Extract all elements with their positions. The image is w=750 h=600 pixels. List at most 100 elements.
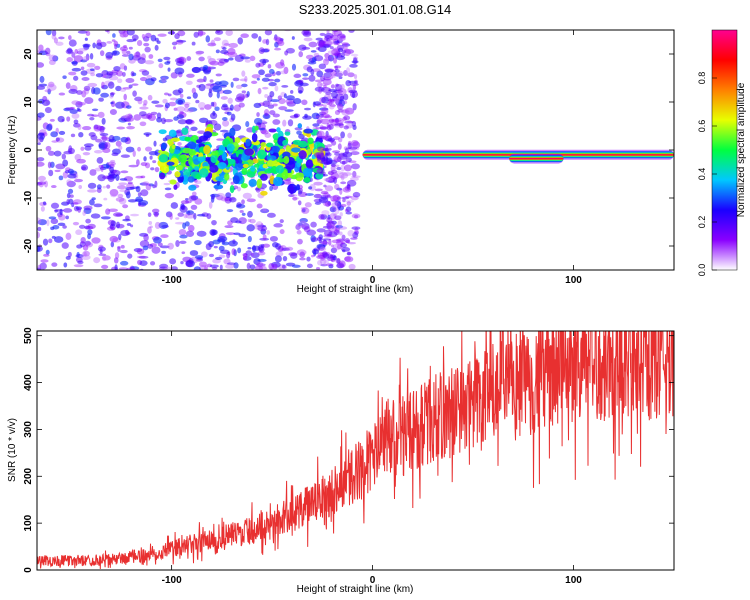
heatmap-cell bbox=[135, 51, 141, 58]
heatmap-cell bbox=[116, 70, 123, 77]
heatmap-cell bbox=[322, 136, 328, 141]
heatmap-cell bbox=[233, 232, 241, 236]
heatmap-cell bbox=[283, 66, 289, 75]
heatmap-cell bbox=[76, 90, 83, 95]
heatmap-cell bbox=[340, 241, 345, 245]
heatmap-cell bbox=[75, 229, 83, 236]
heatmap-cell bbox=[208, 88, 212, 93]
heatmap-cell bbox=[324, 115, 332, 119]
heatmap-cell bbox=[185, 230, 195, 237]
heatmap-cell bbox=[341, 234, 346, 240]
heatmap-cell bbox=[291, 147, 301, 153]
heatmap-cell bbox=[214, 256, 223, 260]
heatmap-cell bbox=[314, 201, 322, 205]
heatmap-cell bbox=[124, 113, 133, 122]
heatmap-cell bbox=[215, 49, 220, 54]
heatmap-cell bbox=[321, 113, 330, 119]
heatmap-cell bbox=[271, 261, 281, 268]
heatmap-cell bbox=[39, 75, 45, 83]
heatmap-cell bbox=[175, 217, 180, 220]
heatmap-cell bbox=[119, 189, 129, 193]
heatmap-cell bbox=[107, 174, 115, 183]
heatmap-cell bbox=[266, 230, 271, 235]
heatmap-cell bbox=[51, 235, 56, 239]
heatmap-cell bbox=[198, 117, 209, 124]
heatmap-cell bbox=[177, 30, 186, 37]
heatmap-cell bbox=[336, 187, 343, 191]
heatmap-cell bbox=[261, 121, 268, 125]
heatmap-cell bbox=[343, 43, 348, 52]
heatmap-cell bbox=[326, 144, 333, 148]
heatmap-cell bbox=[345, 206, 352, 212]
snr-y-ticks: 0 100 200 300 400 500 bbox=[23, 327, 674, 573]
heatmap-cell bbox=[306, 229, 317, 236]
heatmap-cell bbox=[239, 78, 248, 82]
heatmap-cell bbox=[274, 255, 282, 263]
heatmap-cell bbox=[264, 30, 273, 36]
heatmap-cell bbox=[297, 123, 303, 129]
heatmap-cell bbox=[125, 191, 131, 199]
heatmap-cell bbox=[350, 237, 358, 240]
heatmap-cell bbox=[127, 199, 138, 203]
heatmap-cell bbox=[328, 98, 333, 106]
heatmap-cell bbox=[301, 30, 311, 36]
heatmap-cell bbox=[328, 102, 335, 110]
heatmap-cell bbox=[176, 39, 187, 43]
heatmap-cell bbox=[213, 245, 218, 249]
heatmap-cell bbox=[91, 197, 96, 201]
heatmap-cell bbox=[209, 60, 220, 66]
heatmap-cell bbox=[168, 129, 177, 138]
heatmap-cell bbox=[148, 220, 153, 226]
heatmap-cell bbox=[123, 65, 128, 71]
heatmap-cell bbox=[179, 234, 188, 239]
heatmap-cell bbox=[214, 81, 222, 85]
heatmap-cell bbox=[351, 175, 361, 178]
heatmap-cell bbox=[229, 185, 235, 194]
heatmap-cell bbox=[184, 136, 191, 142]
heatmap-cell bbox=[347, 241, 357, 245]
heatmap-cell bbox=[323, 240, 327, 244]
heatmap-cell bbox=[345, 195, 352, 199]
heatmap-cell bbox=[313, 181, 323, 186]
heatmap-cell bbox=[222, 89, 232, 95]
heatmap-cell bbox=[298, 150, 307, 160]
heatmap-cell bbox=[308, 41, 318, 48]
heatmap-cell bbox=[232, 77, 240, 82]
heatmap-cell bbox=[157, 33, 167, 37]
heatmap-cell bbox=[113, 40, 119, 47]
heatmap-cell bbox=[325, 177, 336, 183]
heatmap-cell bbox=[109, 166, 114, 173]
heatmap-cell bbox=[67, 173, 77, 179]
heatmap-cell bbox=[86, 113, 95, 117]
heatmap-cell bbox=[333, 155, 342, 163]
heatmap-cell bbox=[37, 112, 45, 118]
heatmap-cell bbox=[338, 34, 346, 41]
heatmap-cell bbox=[350, 139, 359, 147]
heatmap-cell bbox=[62, 225, 67, 229]
heatmap-cell bbox=[109, 92, 116, 96]
heatmap-cell bbox=[344, 107, 355, 115]
heatmap-cell bbox=[213, 37, 221, 42]
heatmap-cell bbox=[227, 51, 238, 58]
heatmap-cell bbox=[242, 163, 249, 169]
heatmap-cell bbox=[299, 257, 306, 261]
heatmap-cell bbox=[37, 181, 46, 185]
heatmap-cell bbox=[323, 104, 327, 108]
heatmap-cell bbox=[169, 97, 178, 101]
heatmap-cell bbox=[509, 158, 564, 160]
heatmap-cell bbox=[105, 51, 114, 59]
heatmap-cell bbox=[281, 169, 289, 180]
heatmap-cell bbox=[174, 221, 185, 225]
heatmap-cell bbox=[272, 103, 278, 107]
heatmap-cell bbox=[195, 139, 203, 144]
heatmap-cell bbox=[351, 226, 361, 230]
heatmap-cell bbox=[158, 221, 169, 229]
heatmap-cell bbox=[276, 158, 287, 163]
heatmap-cell bbox=[334, 200, 342, 207]
heatmap-cell bbox=[144, 162, 151, 169]
heatmap-cell bbox=[128, 84, 133, 89]
heatmap-cell bbox=[159, 263, 169, 269]
heatmap-cell bbox=[316, 169, 322, 173]
heatmap-cell bbox=[344, 256, 354, 263]
heatmap-cell bbox=[314, 86, 325, 92]
